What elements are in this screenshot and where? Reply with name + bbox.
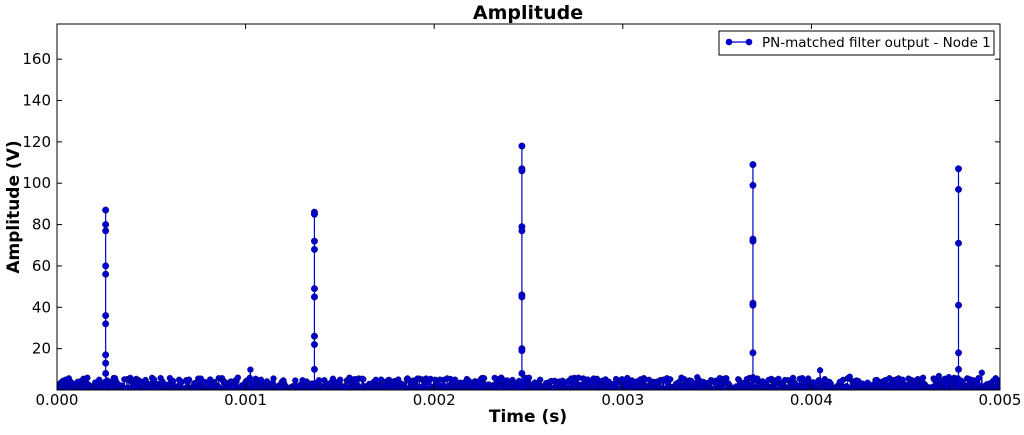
peak-point bbox=[102, 221, 110, 229]
plot-frame bbox=[56, 23, 1001, 391]
x-tick-label: 0.005 bbox=[979, 391, 1022, 409]
peak-point bbox=[310, 332, 318, 340]
data-point bbox=[292, 377, 299, 384]
data-point bbox=[775, 375, 782, 383]
legend-marker bbox=[725, 38, 733, 46]
x-tick-label: 0.002 bbox=[413, 391, 456, 409]
data-point bbox=[537, 376, 544, 383]
peak-point bbox=[955, 165, 962, 173]
peak-point bbox=[102, 270, 110, 278]
data-point bbox=[360, 376, 367, 383]
x-tick-label: 0.000 bbox=[36, 391, 79, 409]
data-point bbox=[201, 378, 209, 386]
data-point bbox=[170, 377, 177, 385]
plot-area bbox=[57, 142, 1000, 390]
peak-point bbox=[102, 351, 110, 359]
chart-title: Amplitude bbox=[473, 2, 583, 24]
peak-point bbox=[518, 347, 526, 355]
peak-point bbox=[955, 349, 962, 357]
legend-box bbox=[718, 30, 995, 56]
peak-point bbox=[310, 237, 318, 245]
x-axis-label: Time (s) bbox=[489, 407, 567, 427]
peak-point bbox=[310, 341, 318, 348]
peak-point bbox=[749, 374, 757, 382]
data-point bbox=[846, 373, 853, 380]
peak-point bbox=[518, 370, 526, 377]
peak-point bbox=[749, 349, 757, 357]
peak-point bbox=[518, 142, 526, 150]
peak-point bbox=[102, 370, 110, 377]
data-point bbox=[84, 374, 91, 381]
data-point bbox=[247, 366, 254, 373]
y-axis-label: Amplitude (V) bbox=[4, 140, 24, 273]
data-point bbox=[975, 374, 982, 382]
data-point bbox=[667, 376, 674, 383]
axis-ticks: 0.000 0.001 0.002 0.003 0.004 0.005 20 40 60 80 10… bbox=[22, 24, 1021, 409]
data-point bbox=[480, 375, 488, 382]
peak-point bbox=[102, 262, 110, 270]
data-point bbox=[270, 375, 277, 382]
data-point bbox=[978, 369, 985, 376]
peak-point bbox=[955, 365, 962, 373]
x-tick-label: 0.003 bbox=[601, 391, 644, 409]
peak-point bbox=[102, 227, 110, 235]
x-tick-label: 0.004 bbox=[790, 391, 833, 409]
peak-point bbox=[955, 301, 962, 309]
peak-point bbox=[955, 185, 962, 193]
peak-point bbox=[102, 320, 110, 328]
y-tick-label: 60 bbox=[32, 257, 51, 275]
data-point bbox=[185, 376, 193, 383]
y-tick-label: 20 bbox=[32, 340, 51, 358]
data-point bbox=[96, 376, 103, 383]
peak-point bbox=[310, 293, 318, 301]
y-tick-label: 120 bbox=[22, 133, 51, 151]
peak-point bbox=[749, 237, 757, 245]
data-point bbox=[816, 367, 824, 374]
peak-point bbox=[310, 285, 318, 293]
peak-point bbox=[955, 239, 962, 247]
data-point bbox=[525, 374, 533, 381]
data-point bbox=[337, 376, 344, 383]
peak-point bbox=[749, 161, 757, 169]
y-tick-label: 160 bbox=[22, 50, 51, 68]
peak-point bbox=[102, 206, 110, 214]
peak-point bbox=[749, 301, 757, 309]
legend-label: PN-matched filter output - Node 1 bbox=[762, 35, 991, 51]
data-point bbox=[995, 377, 1000, 384]
peak-point bbox=[102, 359, 110, 367]
data-point bbox=[919, 374, 927, 381]
y-tick-label: 80 bbox=[32, 216, 51, 234]
data-point bbox=[234, 374, 242, 381]
x-tick-label: 0.001 bbox=[224, 391, 267, 409]
peak-point bbox=[518, 293, 526, 301]
peak-point bbox=[310, 365, 318, 373]
legend: PN-matched filter output - Node 1 bbox=[718, 30, 995, 56]
y-tick-label: 40 bbox=[32, 298, 51, 316]
peak-point bbox=[310, 245, 318, 253]
peak-point bbox=[102, 312, 110, 320]
peak-point bbox=[749, 181, 757, 189]
legend-marker bbox=[745, 38, 753, 46]
peak-point bbox=[518, 227, 526, 235]
peak-point bbox=[518, 167, 526, 175]
peak-point bbox=[310, 210, 318, 218]
y-tick-label: 100 bbox=[22, 174, 51, 192]
y-tick-label: 140 bbox=[22, 92, 51, 110]
